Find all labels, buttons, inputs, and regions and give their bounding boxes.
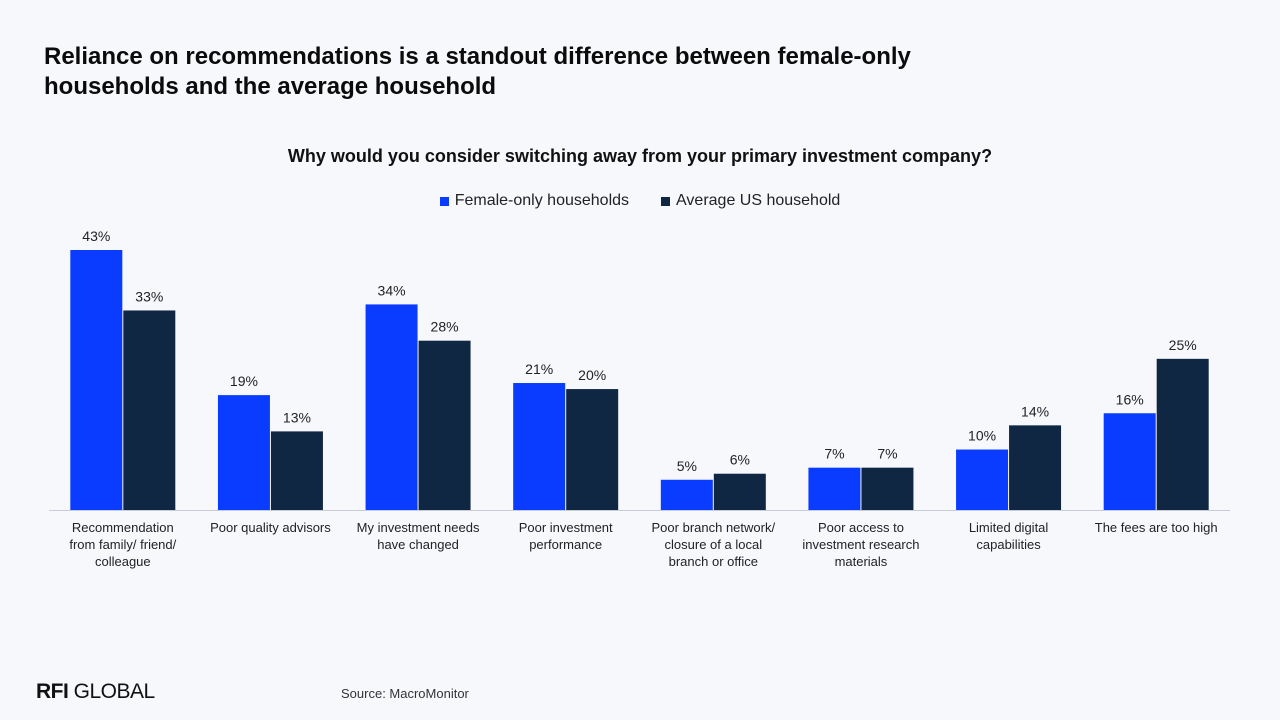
bar-female-4 (660, 479, 713, 510)
data-label-female-2: 34% (378, 282, 406, 298)
data-label-average-2: 28% (431, 319, 459, 335)
bar-average-6 (1009, 425, 1062, 510)
data-label-female-6: 10% (968, 428, 996, 444)
data-label-average-4: 6% (730, 452, 750, 468)
data-label-average-3: 20% (578, 367, 606, 383)
bar-average-7 (1156, 358, 1209, 510)
data-label-female-0: 43% (82, 228, 110, 244)
data-label-average-6: 14% (1021, 403, 1049, 419)
category-label-5: Poor access to investment research materia… (802, 520, 919, 569)
chart-title: Why would you consider switching away fr… (287, 146, 993, 166)
category-label-1: Poor quality advisors (210, 520, 331, 535)
source-note: Source: MacroMonitor (341, 686, 469, 701)
data-label-female-1: 19% (230, 373, 258, 389)
rfi-global-logo: RFI GLOBAL (36, 680, 155, 704)
bar-female-1 (217, 395, 270, 510)
category-label-0: Recommendation from family/ friend/collea… (69, 520, 176, 569)
category-label-6: Limited digital capabilities (969, 520, 1049, 552)
bar-female-6 (956, 449, 1009, 510)
data-label-female-7: 16% (1116, 391, 1144, 407)
chart-legend: Female-only households Average US househ… (0, 192, 1280, 210)
legend-swatch-female (439, 196, 449, 206)
bar-average-5 (861, 467, 914, 510)
bar-female-0 (70, 250, 123, 510)
data-label-average-0: 33% (135, 288, 163, 304)
bar-female-5 (808, 467, 861, 510)
bar-average-4 (713, 473, 766, 510)
legend-item-female: Female-only households (439, 192, 630, 210)
legend-label-female: Female-only households (454, 192, 630, 209)
bar-female-7 (1103, 413, 1156, 510)
data-label-average-5: 7% (877, 446, 897, 462)
bar-average-2 (418, 340, 471, 510)
legend-item-average: Average US household (661, 192, 840, 210)
bar-average-0 (123, 310, 176, 510)
page-title: Reliance on recommendations is a standou… (44, 43, 911, 100)
bar-female-2 (365, 304, 418, 510)
logo-strong-text: RFI (36, 680, 69, 703)
bar-average-1 (270, 431, 323, 510)
legend-swatch-average (661, 196, 671, 206)
data-label-female-3: 21% (525, 361, 553, 377)
category-label-2: My investment needs have changed (357, 520, 480, 552)
bar-average-3 (566, 389, 619, 510)
category-label-3: Poor investment performance (519, 520, 613, 552)
bar-female-3 (513, 383, 566, 510)
data-label-average-1: 13% (283, 409, 311, 425)
logo-rest-text: GLOBAL (68, 680, 156, 703)
category-label-4: Poor branch network/closure of a local br… (652, 520, 776, 569)
data-label-average-7: 25% (1169, 337, 1197, 353)
category-label-7: The fees are too high (1095, 520, 1218, 535)
data-label-female-5: 7% (824, 446, 844, 462)
data-label-female-4: 5% (677, 458, 697, 474)
bar-chart: 43% 33% Recommendation from family/ friend/… (49, 228, 1230, 569)
legend-label-average: Average US household (676, 192, 841, 209)
